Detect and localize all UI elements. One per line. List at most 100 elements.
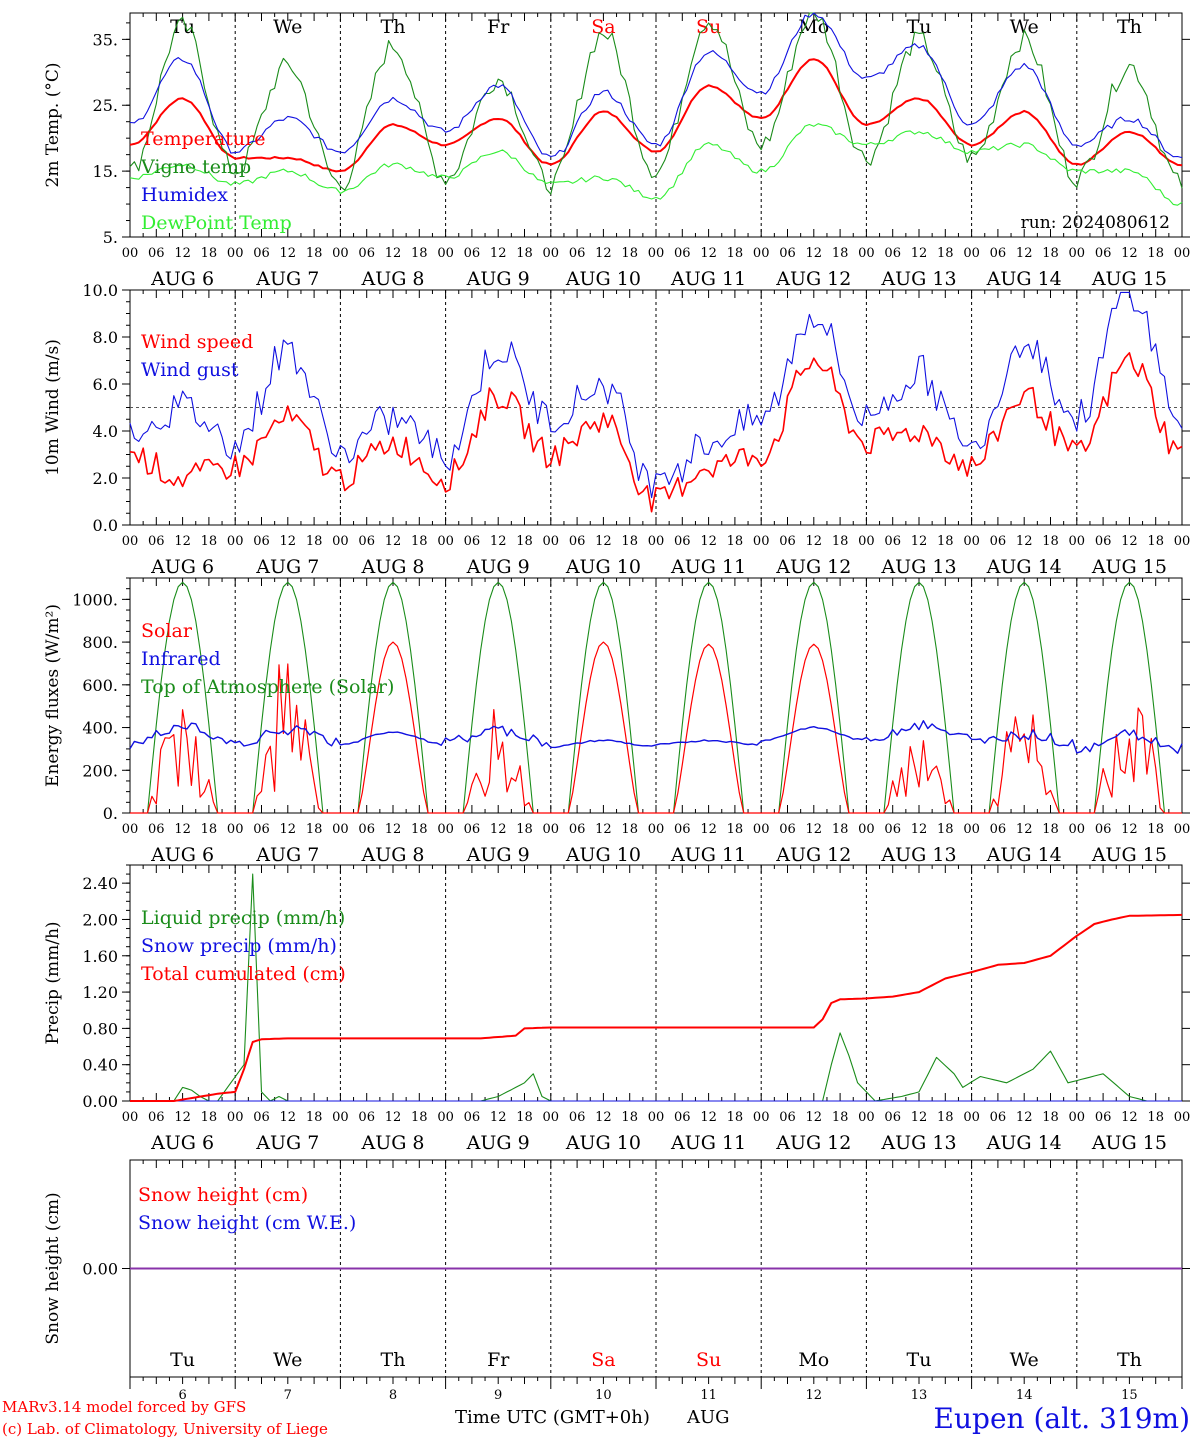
y-tick-label: 0.0: [93, 516, 118, 535]
date-label: AUG 14: [986, 556, 1062, 578]
hour-tick-label: 18: [832, 1110, 849, 1125]
hour-tick-label: 00: [437, 246, 454, 261]
hour-tick-label: 12: [700, 822, 717, 837]
hour-tick-label: 12: [700, 534, 717, 549]
hour-tick-label: 00: [963, 246, 980, 261]
hour-tick-label: 00: [437, 1110, 454, 1125]
hour-tick-label: 00: [858, 1110, 875, 1125]
hour-tick-label: 18: [727, 246, 744, 261]
weekday-label: Sa: [591, 16, 615, 38]
date-label: AUG 9: [466, 268, 530, 290]
day-number-label: 10: [595, 1388, 612, 1403]
y-tick-label: 1000.: [72, 590, 118, 609]
hour-tick-label: 00: [753, 534, 770, 549]
hour-tick-label: 18: [1042, 822, 1059, 837]
hour-tick-label: 12: [911, 822, 928, 837]
hour-tick-label: 12: [174, 246, 191, 261]
hour-tick-label: 12: [490, 534, 507, 549]
hour-tick-label: 12: [806, 822, 823, 837]
y-axis-label: 10m Wind (m/s): [43, 339, 63, 476]
hour-tick-label: 06: [464, 1110, 481, 1125]
hour-tick-label: 12: [490, 822, 507, 837]
weekday-label: Tu: [170, 1349, 195, 1371]
day-number-label: 9: [494, 1388, 502, 1403]
date-label: AUG 11: [670, 1132, 746, 1154]
hour-tick-label: 00: [122, 822, 139, 837]
hour-tick-label: 18: [516, 1110, 533, 1125]
hour-tick-label: 00: [543, 822, 560, 837]
legend-entry: Solar: [141, 620, 193, 642]
hour-tick-label: 06: [569, 1110, 586, 1125]
weekday-label: Su: [696, 16, 721, 38]
y-axis-label: Precip (mm/h): [43, 921, 63, 1044]
legend-entry: Temperature: [141, 128, 265, 150]
hour-tick-label: 00: [543, 1110, 560, 1125]
y-tick-label: 35.: [93, 30, 118, 49]
hour-tick-label: 06: [253, 534, 270, 549]
hour-tick-label: 18: [621, 822, 638, 837]
hour-tick-label: 00: [753, 1110, 770, 1125]
hour-tick-label: 06: [569, 246, 586, 261]
hour-tick-label: 18: [727, 534, 744, 549]
date-label: AUG 12: [775, 556, 851, 578]
hour-tick-label: 00: [122, 1110, 139, 1125]
date-label: AUG 13: [880, 1132, 956, 1154]
hour-tick-label: 00: [1069, 246, 1086, 261]
hour-tick-label: 12: [280, 246, 297, 261]
date-label: AUG 11: [670, 556, 746, 578]
hour-tick-label: 12: [1016, 1110, 1033, 1125]
hour-tick-label: 06: [358, 1110, 375, 1125]
hour-tick-label: 06: [148, 822, 165, 837]
hour-tick-label: 18: [621, 246, 638, 261]
y-tick-label: 2.0: [93, 469, 118, 488]
y-tick-label: 1.20: [82, 983, 118, 1002]
hour-tick-label: 00: [227, 534, 244, 549]
hour-tick-label: 12: [174, 534, 191, 549]
hour-tick-label: 06: [884, 822, 901, 837]
legend-entry: Wind speed: [141, 331, 253, 353]
date-label: AUG 8: [360, 556, 424, 578]
day-number-label: 13: [911, 1388, 928, 1403]
weekday-label: Su: [696, 1349, 721, 1371]
time-axis-label: Time UTC (GMT+0h): [455, 1407, 650, 1428]
hour-tick-label: 18: [411, 822, 428, 837]
date-label: AUG 8: [360, 268, 424, 290]
station-label: Eupen (alt. 319m): [934, 1402, 1190, 1435]
hour-tick-label: 06: [569, 822, 586, 837]
hour-tick-label: 12: [174, 1110, 191, 1125]
hour-tick-label: 18: [201, 822, 218, 837]
hour-tick-label: 06: [464, 534, 481, 549]
copyright: (c) Lab. of Climatology, University of L…: [2, 1420, 328, 1438]
legend-entry: Total cumulated (cm): [141, 963, 346, 985]
hour-tick-label: 18: [201, 534, 218, 549]
hour-tick-label: 06: [990, 246, 1007, 261]
day-number-label: 15: [1121, 1388, 1138, 1403]
hour-tick-label: 18: [621, 534, 638, 549]
hour-tick-label: 18: [832, 246, 849, 261]
hour-tick-label: 00: [1174, 246, 1191, 261]
hour-tick-label: 06: [358, 534, 375, 549]
weekday-label: We: [273, 1349, 302, 1371]
hour-tick-label: 18: [1147, 246, 1164, 261]
hour-tick-label: 00: [543, 246, 560, 261]
hour-tick-label: 12: [490, 246, 507, 261]
hour-tick-label: 00: [1069, 1110, 1086, 1125]
series-green: [129, 12, 1183, 195]
y-tick-label: 5.: [103, 228, 118, 247]
hour-tick-label: 06: [148, 1110, 165, 1125]
hour-tick-label: 06: [253, 1110, 270, 1125]
run-annotation: run: 2024080612: [1021, 213, 1170, 233]
hour-tick-label: 18: [1042, 534, 1059, 549]
hour-tick-label: 00: [753, 822, 770, 837]
y-tick-label: 8.0: [93, 328, 118, 347]
weekday-label: Th: [381, 1349, 406, 1371]
hour-tick-label: 00: [858, 246, 875, 261]
hour-tick-label: 06: [1095, 822, 1112, 837]
hour-tick-label: 00: [227, 1110, 244, 1125]
date-label: AUG 13: [880, 268, 956, 290]
series-wind-speed: [129, 352, 1183, 513]
hour-tick-label: 00: [1174, 1110, 1191, 1125]
hour-tick-label: 12: [595, 246, 612, 261]
hour-tick-label: 12: [1121, 1110, 1138, 1125]
y-axis-label: Snow height (cm): [43, 1192, 63, 1344]
